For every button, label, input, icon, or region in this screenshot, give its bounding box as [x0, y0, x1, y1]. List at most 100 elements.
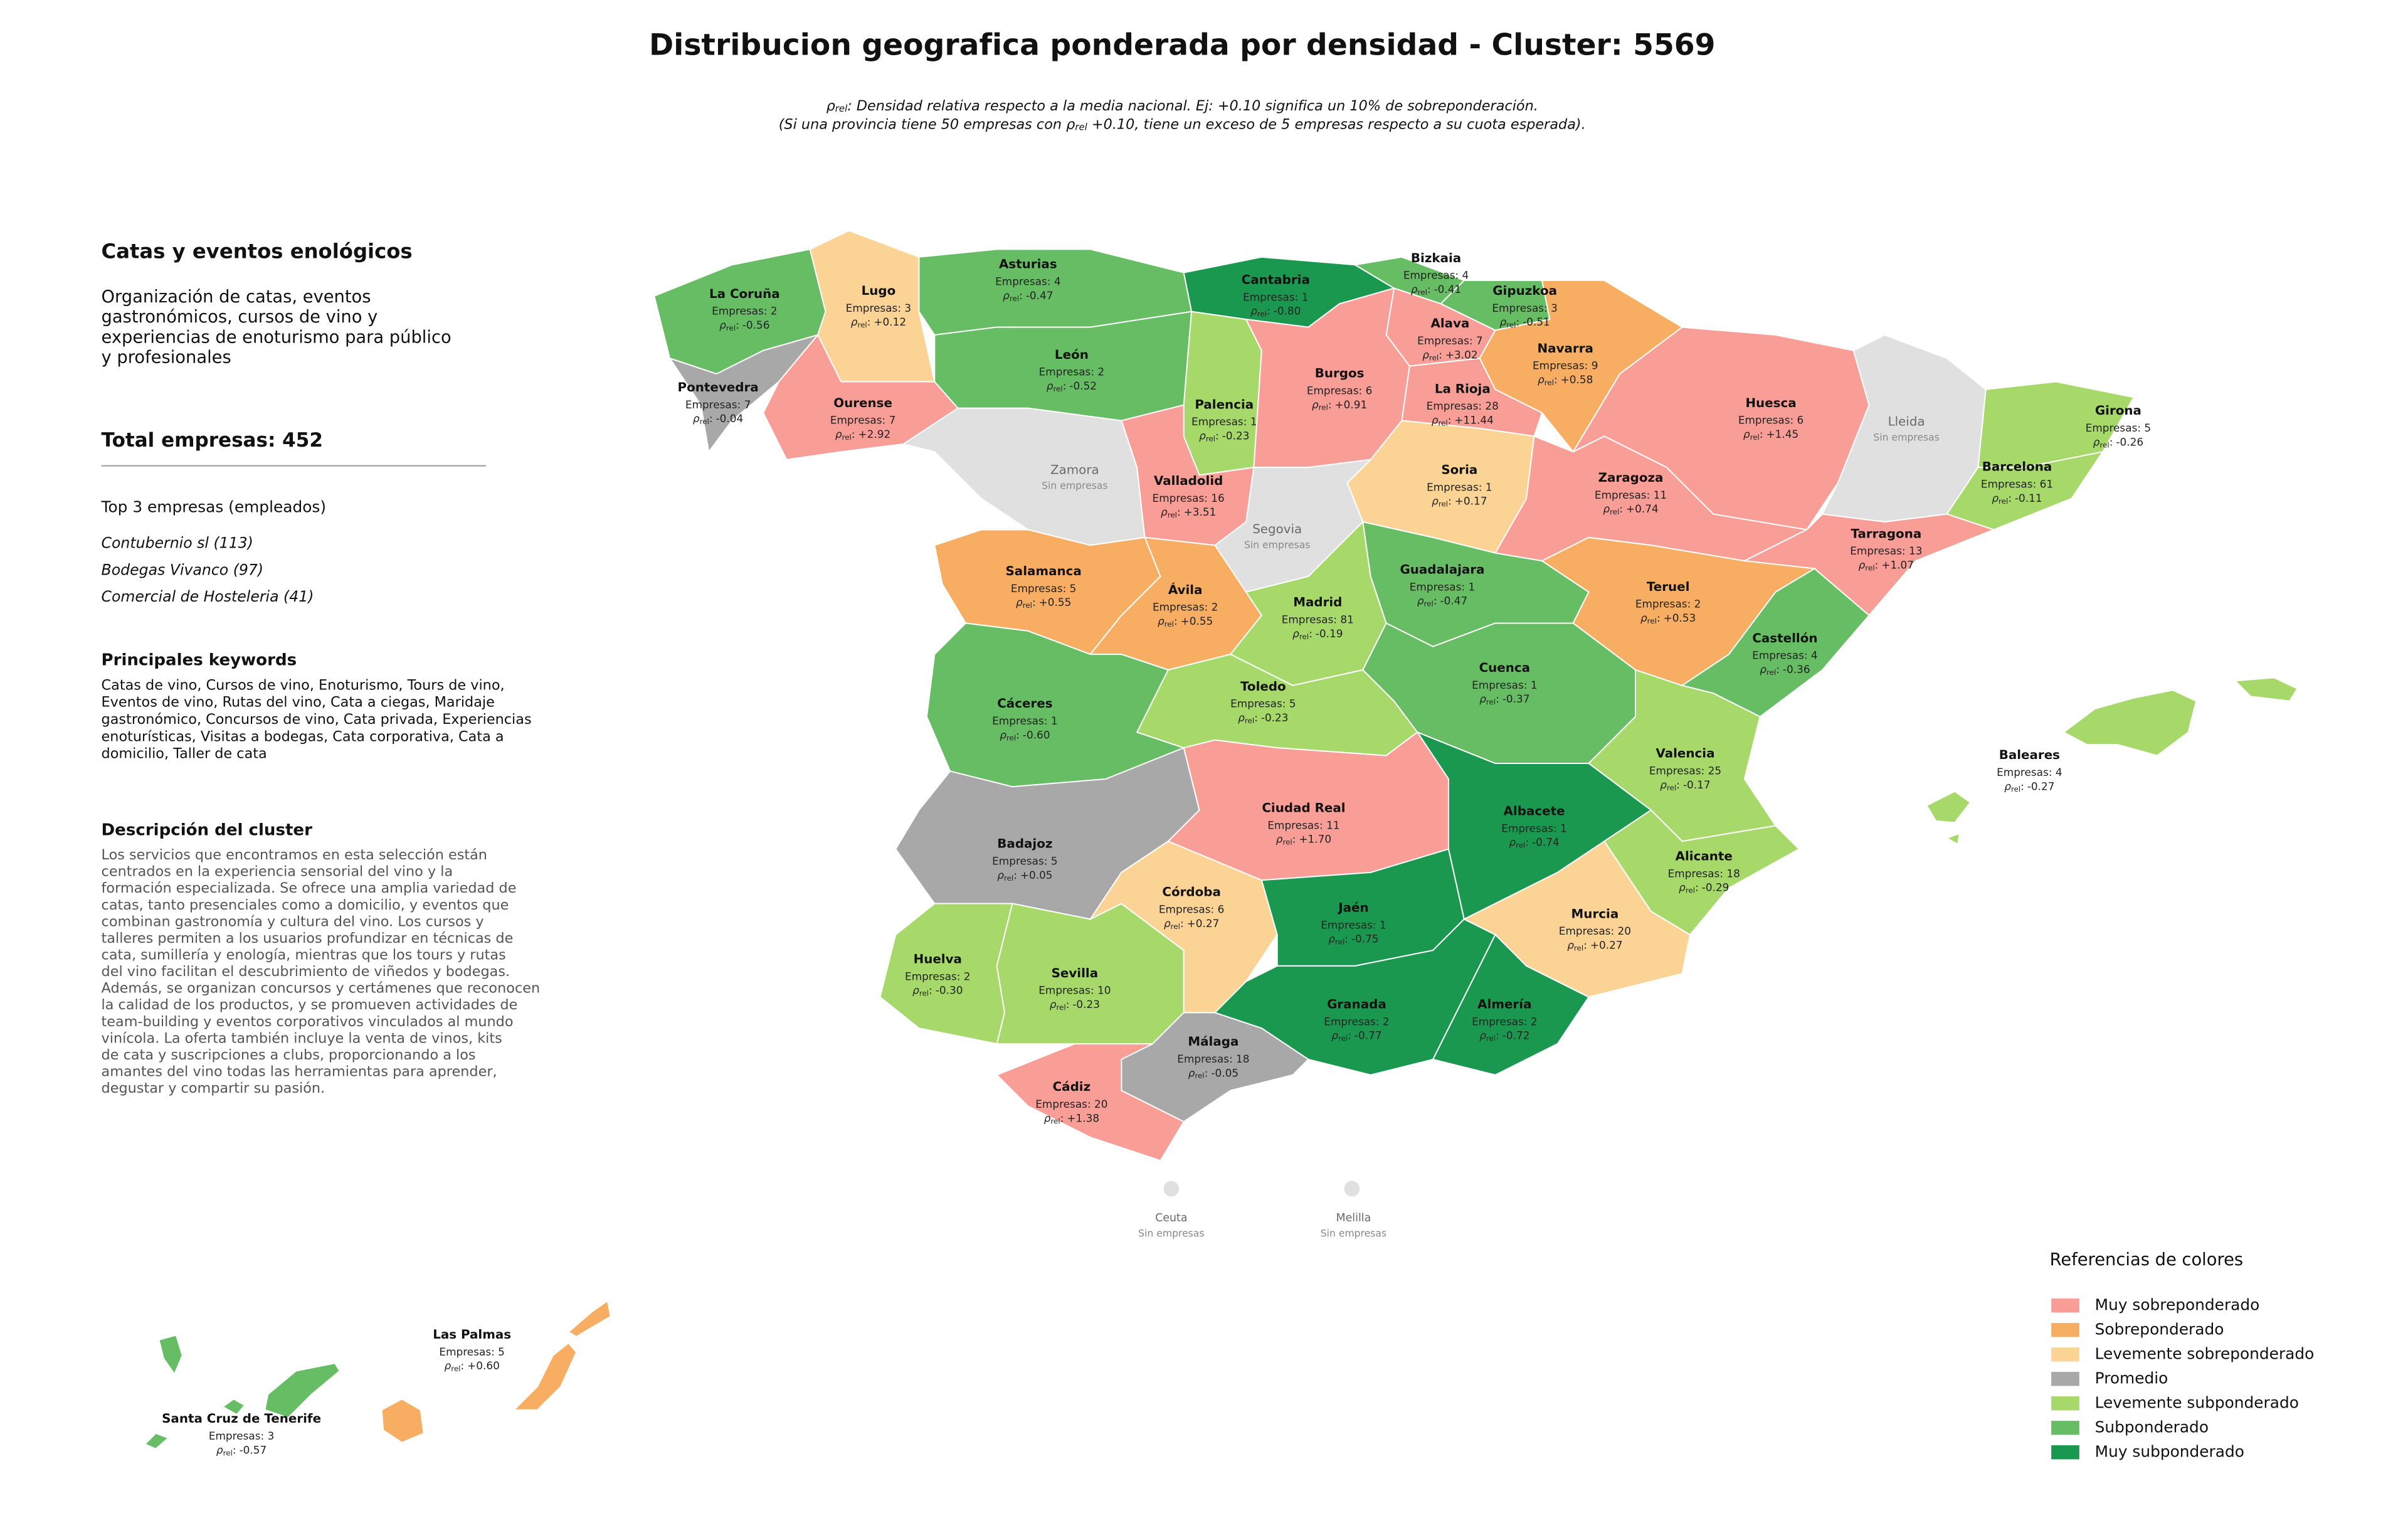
rho-separator: : [736, 319, 739, 331]
rho-subscript: rel [1750, 432, 1760, 441]
rho-subscript: rel [1338, 1034, 1348, 1043]
rho-separator: : [867, 316, 871, 328]
province-name: Pontevedra [678, 380, 759, 395]
rho-subscript: rel [1647, 616, 1657, 625]
rho-separator: : [1439, 348, 1442, 361]
rho-value: -0.23 [1222, 429, 1250, 442]
rho-symbol: ρ [851, 316, 858, 328]
province-count: Empresas: 3 [209, 1430, 274, 1442]
rho-value: -0.29 [1702, 881, 1729, 894]
rho-symbol: ρ [1250, 305, 1257, 317]
province-name: Las Palmas [433, 1327, 511, 1342]
province-rho: ρrel: -0.26 [2093, 435, 2143, 448]
province-count: Empresas: 4 [1403, 269, 1469, 282]
province-rho: ρrel: -0.23 [1199, 429, 1249, 442]
province-rho: ρrel: -0.17 [1660, 778, 1710, 792]
rho-symbol: ρ [1066, 116, 1075, 132]
rho-separator: : [1496, 1029, 1499, 1042]
province-count: Empresas: 4 [1997, 766, 2062, 778]
rho-separator: : [1063, 379, 1067, 392]
province-count: Empresas: 3 [1492, 302, 1557, 314]
province-count: Empresas: 11 [1595, 489, 1667, 501]
rho-symbol: ρ [1640, 612, 1647, 624]
rho-value: -0.41 [1434, 283, 1462, 295]
keywords-title: Principales keywords [102, 651, 297, 670]
legend-swatch [2051, 1347, 2079, 1362]
province-count: Empresas: 4 [995, 275, 1060, 288]
rho-symbol: ρ [1743, 428, 1750, 440]
province-name: Madrid [1293, 595, 1342, 610]
description-line: la calidad de los productos, y se promue… [102, 997, 518, 1013]
rho-value: -0.47 [1440, 595, 1467, 607]
description-line: centrados en la experiencia sensorial de… [102, 864, 453, 880]
province-rho: ρrel: -0.51 [1499, 316, 1550, 329]
province-rho: ρrel: +3.51 [1161, 506, 1216, 519]
province-shape [1945, 832, 1960, 846]
intro-line: experiencias de enoturismo para público [102, 327, 452, 347]
legend-label: Muy subponderado [2095, 1442, 2244, 1460]
province-count: Empresas: 2 [712, 305, 777, 317]
rho-symbol: ρ [1479, 692, 1486, 705]
subtitle-text: : Densidad relativa respecto a la media … [847, 97, 1538, 114]
province-count: Empresas: 7 [685, 398, 751, 411]
rho-subscript: rel [1319, 403, 1328, 411]
rho-separator: : [1657, 612, 1661, 624]
rho-symbol: ρ [1422, 348, 1429, 361]
province-rho: ρrel: -0.52 [1047, 379, 1097, 393]
legend-label: Muy sobreponderado [2095, 1295, 2260, 1313]
province-count: Empresas: 20 [1559, 925, 1631, 937]
province-shape [2062, 689, 2197, 756]
rho-value: -0.36 [1783, 663, 1810, 676]
rho-subscript: rel [857, 321, 867, 329]
rho-separator: : [1254, 711, 1258, 724]
province-rho: ρrel: -0.27 [2004, 780, 2054, 793]
rho-subscript: rel [1610, 507, 1619, 516]
rho-value: +0.58 [1561, 373, 1593, 386]
no-data-label: Sin empresas [1244, 539, 1310, 551]
rho-separator: : [1554, 373, 1558, 386]
subtitle-line: ρrel: Densidad relativa respecto a la me… [826, 97, 1538, 114]
rho-symbol: ρ [1292, 627, 1299, 640]
province-name: Teruel [1647, 580, 1690, 594]
legend-label: Promedio [2095, 1369, 2168, 1387]
rho-subscript: rel [1667, 783, 1676, 792]
rho-value: +0.55 [1039, 596, 1072, 608]
rho-subscript: rel [451, 1364, 460, 1373]
rho-value: -0.52 [1069, 379, 1097, 392]
rho-value: +11.44 [1454, 414, 1493, 427]
province-name: León [1055, 348, 1089, 362]
rho-value: +1.45 [1766, 428, 1799, 440]
top-company: Comercial de Hosteleria (41) [102, 588, 314, 605]
keywords-line: Eventos de vino, Rutas del vino, Cata a … [102, 694, 495, 711]
rho-symbol: ρ [1660, 778, 1667, 791]
province-name: Navarra [1538, 341, 1593, 356]
rho-subscript: rel [1053, 384, 1062, 393]
no-data-label: Sin empresas [1042, 479, 1107, 491]
province-rho: ρrel: +0.91 [1312, 398, 1367, 411]
province-count: Empresas: 1 [1472, 679, 1537, 691]
province-name: Palencia [1195, 397, 1254, 411]
rho-value: +0.74 [1626, 502, 1659, 515]
rho-separator: : [233, 1443, 236, 1456]
rho-value: -0.57 [240, 1443, 267, 1456]
province-shape [1344, 1180, 1360, 1197]
rho-symbol: ρ [1567, 939, 1574, 952]
province-name: Cáceres [997, 696, 1052, 711]
province-shape [512, 1342, 578, 1411]
rho-separator: : [1060, 1112, 1064, 1124]
province-rho: ρrel: -0.11 [1992, 492, 2042, 505]
description-line: talleres permiten a los usuarios profund… [102, 930, 514, 947]
rho-separator: : [1016, 728, 1020, 741]
province-count: Empresas: 2 [1153, 601, 1218, 613]
rho-value: +3.51 [1184, 506, 1217, 518]
rho-separator: : [1013, 869, 1017, 881]
rho-value: -0.30 [936, 984, 963, 997]
rho-subscript: rel [1574, 943, 1583, 952]
province-name: Santa Cruz de Tenerife [162, 1411, 321, 1426]
description-line: combinan gastronomía y cultura del vino.… [102, 913, 484, 930]
province-shape [158, 1334, 183, 1376]
rho-symbol: ρ [1603, 502, 1610, 515]
province-name: Granada [1327, 997, 1386, 1011]
rho-symbol: ρ [1417, 595, 1424, 607]
